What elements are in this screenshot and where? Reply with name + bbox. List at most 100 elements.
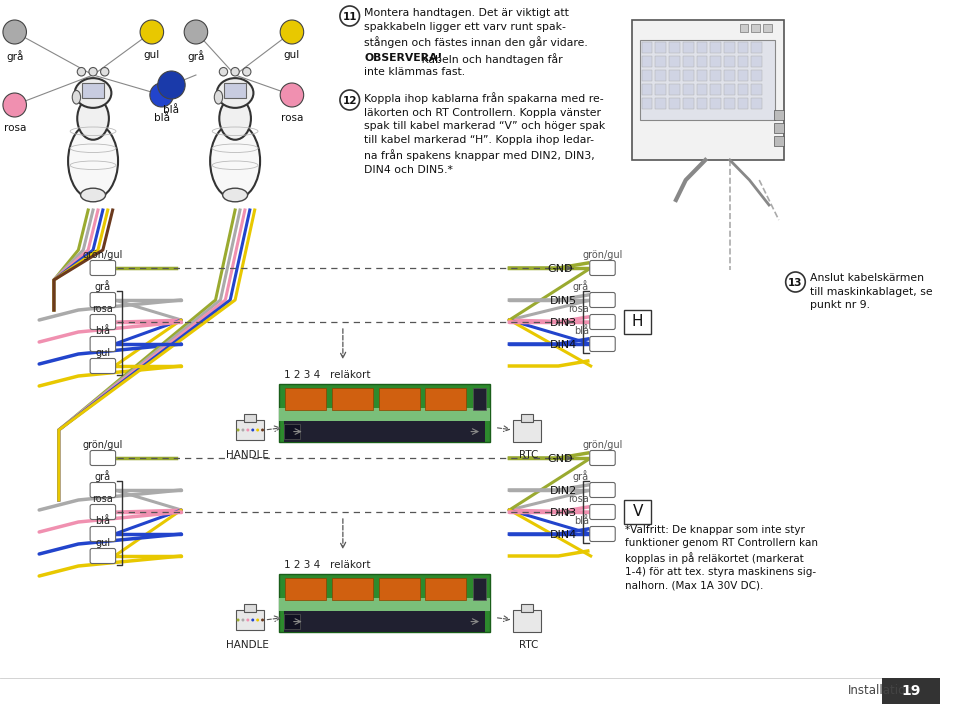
Text: 13: 13	[788, 277, 803, 287]
Bar	[624, 310, 652, 334]
Text: rosa: rosa	[92, 304, 113, 314]
Text: blå: blå	[574, 326, 588, 336]
Bar	[752, 98, 762, 109]
Text: H: H	[632, 315, 643, 329]
Bar	[641, 56, 653, 67]
Bar	[774, 123, 783, 133]
Bar	[683, 98, 693, 109]
Text: Koppla ihop kablarna från spakarna med re-
läkorten och RT Controllern. Koppla v: Koppla ihop kablarna från spakarna med r…	[365, 92, 606, 175]
Bar	[710, 84, 721, 95]
Text: gul: gul	[95, 538, 110, 548]
Circle shape	[261, 619, 264, 622]
FancyBboxPatch shape	[90, 358, 115, 374]
Circle shape	[231, 68, 239, 76]
Text: 19: 19	[901, 684, 921, 698]
Circle shape	[157, 71, 185, 99]
Bar	[624, 500, 652, 524]
Text: grå: grå	[572, 470, 588, 482]
Bar	[514, 420, 540, 442]
Ellipse shape	[219, 97, 251, 140]
Text: DIN4: DIN4	[550, 340, 577, 350]
Bar	[710, 98, 721, 109]
Circle shape	[150, 83, 174, 107]
FancyBboxPatch shape	[589, 260, 615, 275]
Circle shape	[243, 68, 251, 76]
FancyBboxPatch shape	[90, 260, 115, 275]
Text: grön/gul: grön/gul	[583, 440, 623, 450]
Bar	[473, 578, 486, 600]
Circle shape	[256, 429, 259, 432]
Bar	[752, 42, 762, 53]
Circle shape	[77, 68, 85, 76]
Text: V: V	[633, 505, 643, 520]
Text: 12: 12	[343, 96, 357, 106]
Bar	[697, 84, 708, 95]
Bar	[724, 42, 734, 53]
Text: rosa: rosa	[568, 494, 588, 504]
Circle shape	[236, 429, 240, 432]
FancyBboxPatch shape	[589, 482, 615, 498]
Text: spakkabeln ligger ett varv runt spak-: spakkabeln ligger ett varv runt spak-	[365, 22, 566, 32]
FancyBboxPatch shape	[90, 451, 115, 465]
Bar	[656, 84, 666, 95]
Text: gul: gul	[144, 50, 160, 60]
FancyBboxPatch shape	[589, 292, 615, 308]
FancyBboxPatch shape	[90, 315, 115, 329]
Bar	[284, 614, 300, 629]
FancyBboxPatch shape	[589, 527, 615, 541]
Bar	[669, 42, 680, 53]
Bar	[710, 42, 721, 53]
Text: DIN2: DIN2	[550, 486, 577, 496]
Ellipse shape	[75, 78, 111, 108]
Circle shape	[256, 619, 259, 622]
Text: grå: grå	[95, 280, 111, 292]
Bar	[236, 610, 264, 630]
Bar	[724, 56, 734, 67]
FancyBboxPatch shape	[589, 505, 615, 520]
FancyBboxPatch shape	[90, 482, 115, 498]
Text: Installation: Installation	[848, 684, 913, 698]
Text: blå: blå	[95, 326, 110, 336]
Bar	[669, 98, 680, 109]
Bar	[752, 70, 762, 81]
Ellipse shape	[81, 188, 106, 202]
Text: GND: GND	[547, 454, 573, 464]
Bar	[473, 388, 486, 410]
Bar	[669, 56, 680, 67]
Text: grön/gul: grön/gul	[583, 250, 623, 260]
Text: Montera handtagen. Det är viktigt att: Montera handtagen. Det är viktigt att	[365, 8, 569, 18]
Bar	[697, 42, 708, 53]
Bar	[332, 388, 372, 410]
Text: blå: blå	[163, 105, 180, 115]
Bar	[697, 98, 708, 109]
Text: rosa: rosa	[280, 113, 303, 123]
Bar	[656, 98, 666, 109]
Ellipse shape	[72, 90, 81, 104]
Text: DIN5: DIN5	[550, 296, 577, 306]
Text: inte klämmas fast.: inte klämmas fast.	[365, 67, 466, 77]
Circle shape	[242, 619, 245, 622]
FancyBboxPatch shape	[90, 548, 115, 563]
Ellipse shape	[210, 122, 260, 199]
Bar	[697, 70, 708, 81]
Text: Kabeln och handtagen får: Kabeln och handtagen får	[419, 53, 563, 65]
Text: grön/gul: grön/gul	[83, 250, 123, 260]
Bar	[279, 384, 490, 442]
Bar	[739, 24, 749, 32]
Ellipse shape	[214, 90, 223, 104]
Text: grå: grå	[95, 470, 111, 482]
Bar	[737, 56, 749, 67]
Ellipse shape	[223, 188, 248, 202]
Circle shape	[89, 68, 97, 76]
Text: OBSERVERA!: OBSERVERA!	[365, 53, 443, 63]
Text: DIN4: DIN4	[550, 530, 577, 540]
Bar	[521, 414, 533, 422]
Text: rosa: rosa	[4, 123, 26, 133]
Bar	[656, 42, 666, 53]
Text: grå: grå	[572, 280, 588, 292]
Bar	[763, 24, 772, 32]
Circle shape	[242, 429, 245, 432]
Text: gul: gul	[95, 348, 110, 358]
Bar	[683, 56, 693, 67]
Circle shape	[340, 6, 360, 26]
